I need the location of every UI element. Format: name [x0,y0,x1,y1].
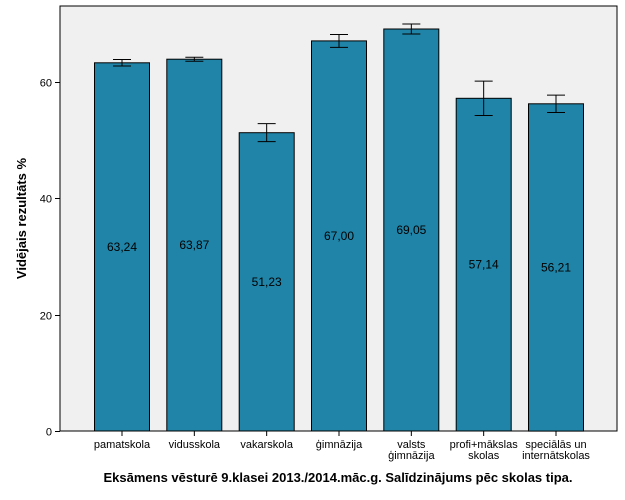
x-tick-label: pamatskola [94,439,151,451]
x-tick-label: vidusskola [169,439,221,451]
error-bar [547,94,565,114]
bars [94,28,584,432]
data-label: 63,87 [179,238,209,252]
x-tick-label: profi+mākslas skolas [450,439,519,462]
data-labels: 63,24 63,87 51,23 67,00 69,05 57,14 56,21 [107,223,571,289]
x-tick-label: ģimnāzija [316,438,363,451]
data-label: 63,24 [107,240,137,254]
y-tick-label: 20 [40,311,52,323]
data-label: 51,23 [252,275,282,289]
data-label: 69,05 [396,223,426,237]
bar [166,58,223,432]
error-bar [113,59,131,67]
data-label: 56,21 [541,260,571,274]
error-bar [402,23,421,35]
y-tick-label: 0 [46,427,52,439]
error-bar [330,34,348,48]
error-bar [257,123,276,143]
bar [383,28,440,432]
bar [528,103,584,432]
y-axis: 0 20 40 60 [40,78,60,439]
error-bar [474,80,493,116]
data-label: 67,00 [324,229,354,243]
x-tick-label: valsts ģimnāzija [388,439,435,462]
y-axis-title: Vidējais rezultāts % [14,157,29,279]
y-tick-label: 40 [40,194,52,206]
chart-title: Eksāmens vēsturē 9.klasei 2013./2014.māc… [104,470,573,485]
y-tick-label: 60 [40,78,52,90]
data-label: 57,14 [469,258,499,272]
bar [238,132,295,432]
error-bars [113,23,565,143]
x-tick-label: vakarskola [240,439,293,451]
x-axis: pamatskola vidusskola vakarskola ģimnāzija v… [94,431,590,462]
error-bar [185,56,204,62]
x-tick-label: speciālās un internātskolas [522,439,590,462]
bar [311,40,367,432]
bar [455,97,512,432]
